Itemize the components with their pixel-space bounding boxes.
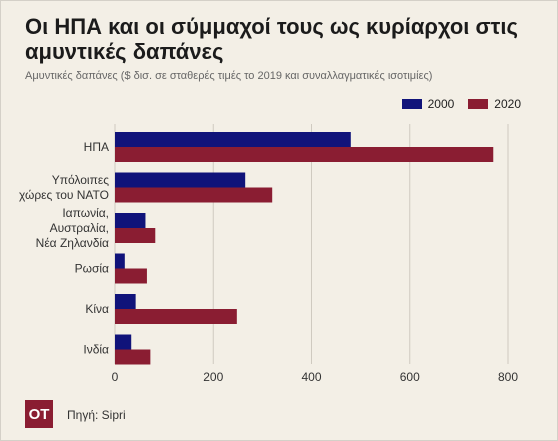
legend-item-2020: 2020 bbox=[468, 97, 521, 111]
legend-label-2000: 2000 bbox=[427, 97, 455, 111]
chart-subtitle: Αμυντικές δαπάνες ($ δισ. σε σταθερές τι… bbox=[25, 70, 433, 82]
category-label-line: Αυστραλία, bbox=[50, 221, 109, 235]
category-label-line: χώρες του ΝΑΤΟ bbox=[19, 188, 109, 202]
bar-2000-5 bbox=[115, 334, 132, 350]
bar-2020-5 bbox=[115, 349, 151, 365]
source-note: Πηγή: Sipri bbox=[67, 408, 126, 422]
x-tick-label: 200 bbox=[203, 370, 223, 384]
bar-2020-3 bbox=[115, 268, 147, 284]
bar-2000-2 bbox=[115, 213, 146, 228]
bar-2020-4 bbox=[115, 309, 237, 324]
category-label-line: Ινδία bbox=[83, 343, 109, 357]
legend-swatch-2000 bbox=[401, 99, 422, 109]
bar-2000-3 bbox=[115, 253, 125, 269]
brand-logo: OT bbox=[25, 400, 53, 428]
category-label: Ρωσία bbox=[75, 262, 109, 276]
bar-2020-1 bbox=[115, 187, 273, 203]
x-tick-label: 800 bbox=[498, 370, 518, 384]
bar-2020-2 bbox=[115, 228, 156, 243]
category-label-line: Ιαπωνία, bbox=[62, 206, 109, 220]
x-tick-label: 0 bbox=[112, 370, 119, 384]
legend-label-2020: 2020 bbox=[494, 97, 521, 111]
category-label-line: Ρωσία bbox=[75, 262, 109, 276]
bar-2000-0 bbox=[115, 132, 351, 147]
category-label-line: Νέα Ζηλανδία bbox=[36, 236, 109, 250]
bar-2020-0 bbox=[115, 147, 494, 162]
category-label: Κίνα bbox=[85, 302, 109, 316]
category-label: ΗΠΑ bbox=[84, 140, 109, 154]
bar-chart: 0 200 400 600 800 ΗΠΑ Υπόλοιπες χώρες του ΝΑΤΟ Ι… bbox=[19, 124, 518, 384]
bar-2000-4 bbox=[115, 294, 136, 309]
legend-swatch-2020 bbox=[468, 99, 489, 109]
category-label: Ιαπωνία, Αυστραλία, Νέα Ζηλανδία bbox=[36, 206, 109, 250]
legend-item-2000: 2000 bbox=[401, 97, 455, 111]
chart-legend: 2000 2020 bbox=[401, 97, 521, 111]
x-tick-label: 600 bbox=[400, 370, 420, 384]
category-label: Υπόλοιπες χώρες του ΝΑΤΟ bbox=[19, 173, 109, 202]
bar-2000-1 bbox=[115, 172, 246, 188]
category-label-line: ΗΠΑ bbox=[84, 140, 109, 154]
category-label-line: Κίνα bbox=[85, 302, 109, 316]
x-tick-label: 400 bbox=[301, 370, 321, 384]
category-label-line: Υπόλοιπες bbox=[52, 173, 110, 187]
chart-title: Οι ΗΠΑ και οι σύμμαχοί τους ως κυρίαρχοι… bbox=[25, 14, 518, 64]
category-label: Ινδία bbox=[83, 343, 109, 357]
